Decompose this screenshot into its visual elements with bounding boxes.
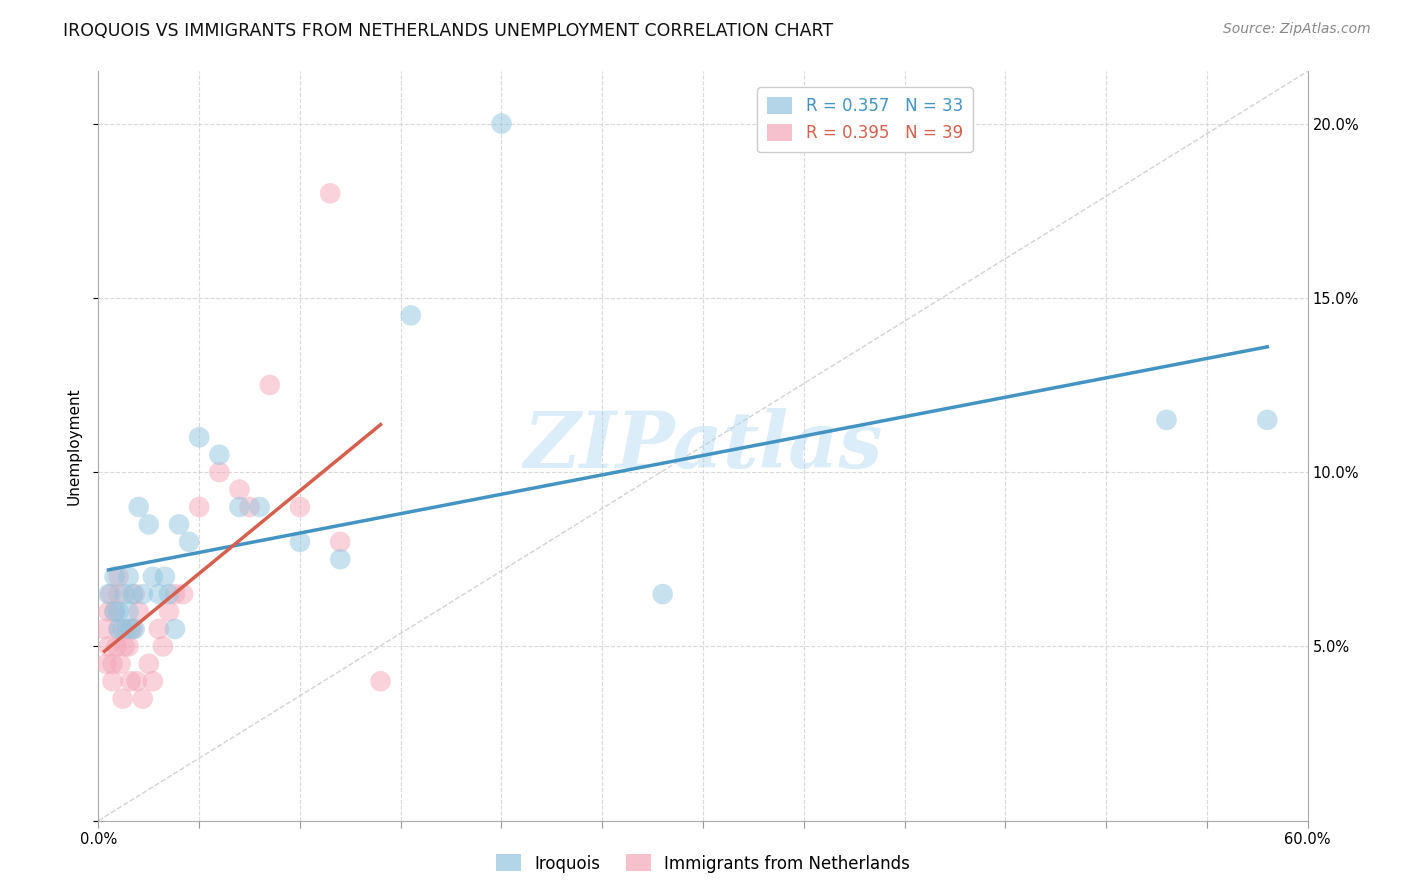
Point (228, 500, 250, 514)
Point (157, 605, 180, 619)
Point (208, 448, 231, 462)
Point (100, 587, 122, 601)
Text: Source: ZipAtlas.com: Source: ZipAtlas.com (1223, 22, 1371, 37)
Point (114, 587, 136, 601)
Point (329, 552, 352, 566)
Point (107, 605, 129, 619)
Point (124, 622, 146, 636)
Point (152, 640, 174, 654)
Point (120, 622, 142, 636)
Point (288, 500, 311, 514)
Point (148, 622, 170, 636)
Point (107, 587, 129, 601)
Point (128, 605, 150, 619)
Point (121, 587, 143, 601)
Point (319, 186, 342, 201)
Point (118, 605, 141, 619)
Point (132, 587, 155, 601)
Point (329, 534, 352, 549)
Point (97, 587, 120, 601)
Point (172, 587, 194, 601)
Point (107, 622, 129, 636)
Point (103, 605, 125, 619)
Point (188, 430, 211, 444)
Point (208, 465, 231, 479)
Point (249, 500, 271, 514)
Point (228, 483, 250, 497)
Point (128, 500, 150, 514)
Point (148, 587, 170, 601)
Point (93, 622, 115, 636)
Point (114, 640, 136, 654)
Point (96, 657, 118, 671)
Point (97, 640, 120, 654)
Point (1156, 413, 1178, 427)
Point (101, 657, 124, 671)
Point (399, 308, 422, 322)
Point (288, 534, 311, 549)
Legend: Iroquois, Immigrants from Netherlands: Iroquois, Immigrants from Netherlands (489, 847, 917, 880)
Text: IROQUOIS VS IMMIGRANTS FROM NETHERLANDS UNEMPLOYMENT CORRELATION CHART: IROQUOIS VS IMMIGRANTS FROM NETHERLANDS … (63, 22, 834, 40)
Point (167, 517, 190, 532)
Point (142, 674, 165, 689)
Point (115, 622, 138, 636)
Point (103, 605, 125, 619)
Point (97, 605, 120, 619)
Legend: R = 0.357   N = 33, R = 0.395   N = 39: R = 0.357 N = 33, R = 0.395 N = 39 (758, 87, 973, 152)
Point (153, 570, 176, 584)
Point (651, 587, 673, 601)
Point (121, 622, 143, 636)
Point (132, 691, 155, 706)
Point (118, 640, 141, 654)
Point (239, 500, 262, 514)
Point (179, 534, 201, 549)
Point (163, 622, 186, 636)
Point (105, 640, 128, 654)
Point (157, 587, 180, 601)
Point (163, 587, 186, 601)
Point (107, 570, 129, 584)
Y-axis label: Unemployment: Unemployment (66, 387, 82, 505)
Point (124, 587, 146, 601)
Point (491, 117, 513, 131)
Point (110, 657, 132, 671)
Text: ZIPatlas: ZIPatlas (523, 408, 883, 484)
Point (103, 570, 125, 584)
Point (111, 622, 134, 636)
Point (120, 674, 142, 689)
Point (111, 691, 134, 706)
Point (142, 570, 165, 584)
Point (138, 517, 160, 532)
Point (125, 674, 148, 689)
Point (138, 657, 160, 671)
Point (118, 570, 141, 584)
Point (259, 378, 281, 392)
Point (188, 500, 211, 514)
Point (1256, 413, 1278, 427)
Point (107, 622, 129, 636)
Point (370, 674, 392, 689)
Point (101, 674, 124, 689)
